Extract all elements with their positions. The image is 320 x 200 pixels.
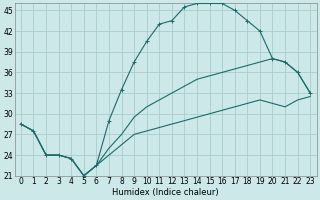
X-axis label: Humidex (Indice chaleur): Humidex (Indice chaleur)	[112, 188, 219, 197]
